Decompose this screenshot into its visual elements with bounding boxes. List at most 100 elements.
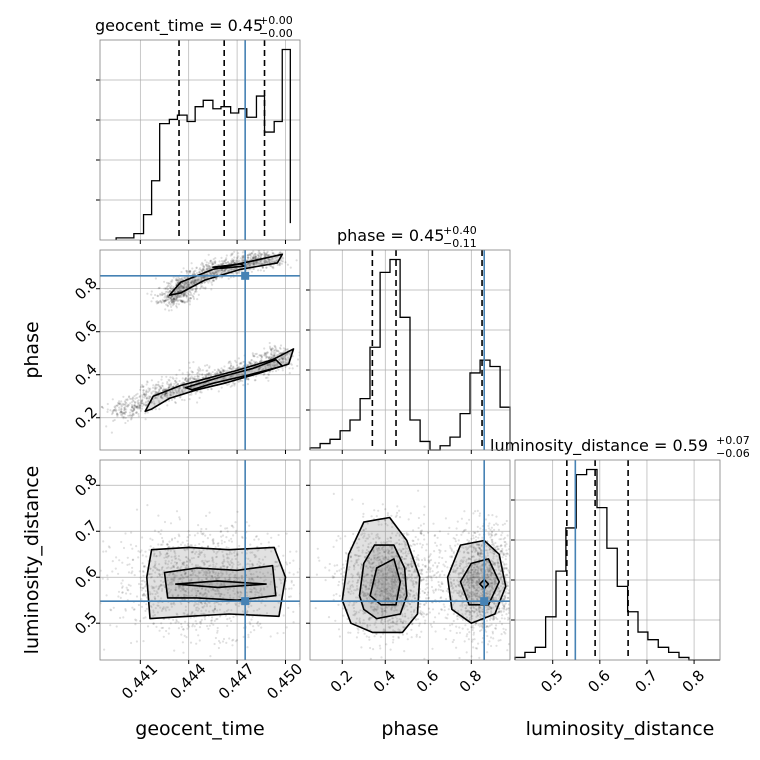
phase-vs-geocent_time-sample-point — [203, 265, 206, 268]
phase-vs-geocent_time-sample-point — [175, 304, 178, 308]
phase-vs-geocent_time-sample-point — [246, 370, 249, 373]
phase-vs-geocent_time-sample-point — [223, 269, 226, 272]
phase-vs-geocent_time-sample-point — [283, 349, 286, 352]
phase-vs-geocent_time-sample-point — [180, 389, 184, 392]
phase-vs-geocent_time-sample-point — [282, 257, 285, 260]
luminosity_distance-vs-phase-sample-point — [317, 556, 320, 559]
phase-vs-geocent_time-sample-point — [179, 284, 182, 288]
phase-vs-geocent_time-sample-point — [139, 404, 142, 407]
phase-vs-geocent_time-sample-point — [266, 254, 269, 257]
phase-vs-geocent_time-sample-point — [248, 362, 251, 365]
phase-vs-geocent_time-sample-point — [172, 297, 175, 300]
luminosity_distance-vs-phase-sample-point — [417, 489, 420, 492]
phase-vs-geocent_time-sample-point — [267, 254, 270, 257]
phase-vs-geocent_time-sample-point — [141, 394, 144, 397]
phase-vs-geocent_time-sample-point — [254, 253, 257, 256]
luminosity_distance-vs-phase-sample-point — [386, 514, 389, 517]
luminosity_distance-vs-geocent_time-sample-point — [187, 530, 190, 533]
phase-vs-geocent_time-sample-point — [279, 361, 282, 364]
luminosity_distance-vs-phase-sample-point — [338, 569, 341, 572]
luminosity_distance-vs-phase-sample-point — [344, 551, 347, 554]
phase-vs-geocent_time-sample-point — [154, 396, 157, 399]
phase-vs-geocent_time-sample-point — [283, 355, 286, 358]
phase-vs-geocent_time-sample-point — [234, 359, 237, 362]
phase-vs-geocent_time-sample-point — [102, 406, 105, 410]
phase-vs-geocent_time-sample-point — [132, 413, 135, 416]
luminosity_distance-vs-phase-sample-point — [392, 635, 395, 638]
phase-vs-geocent_time-sample-point — [191, 287, 194, 291]
phase-vs-geocent_time-sample-point — [284, 353, 287, 356]
phase-vs-geocent_time-sample-point — [252, 360, 255, 363]
phase-vs-geocent_time-sample-point — [141, 398, 144, 401]
phase-vs-geocent_time-sample-point — [265, 363, 268, 366]
luminosity_distance-vs-geocent_time-sample-point — [285, 532, 288, 535]
phase-vs-geocent_time-sample-point — [166, 294, 169, 298]
phase-vs-geocent_time-sample-point — [161, 382, 164, 385]
phase-vs-geocent_time-sample-point — [282, 357, 285, 360]
phase-vs-geocent_time-sample-point — [266, 355, 269, 359]
phase-vs-geocent_time-sample-point — [187, 292, 190, 296]
luminosity_distance-vs-geocent_time-sample-point — [131, 570, 134, 573]
phase-vs-geocent_time-sample-point — [114, 408, 117, 411]
phase-vs-geocent_time-sample-point — [123, 408, 126, 411]
phase-vs-geocent_time-sample-point — [210, 288, 213, 291]
phase-vs-geocent_time-sample-point — [223, 378, 226, 381]
phase-vs-geocent_time-sample-point — [270, 348, 273, 351]
phase-vs-geocent_time-sample-point — [223, 365, 226, 368]
phase-vs-geocent_time-sample-point — [279, 352, 282, 355]
phase-vs-geocent_time-sample-point — [274, 345, 277, 348]
phase-vs-geocent_time-sample-point — [160, 378, 163, 381]
phase-vs-geocent_time-sample-point — [140, 401, 143, 405]
luminosity_distance-vs-geocent_time-sample-point — [148, 548, 151, 552]
luminosity_distance-vs-geocent_time-sample-point — [212, 542, 215, 545]
luminosity_distance-vs-geocent_time-sample-point — [238, 544, 241, 548]
phase-vs-geocent_time-sample-point — [163, 301, 166, 304]
phase-vs-geocent_time-sample-point — [202, 382, 205, 385]
phase-vs-geocent_time-sample-point — [269, 356, 272, 359]
phase-vs-geocent_time-sample-point — [187, 297, 190, 300]
phase-vs-geocent_time-sample-point — [124, 416, 127, 419]
luminosity_distance-vs-geocent_time-sample-point — [217, 639, 221, 643]
luminosity_distance-vs-geocent_time-sample-point — [182, 628, 185, 631]
phase-vs-geocent_time-sample-point — [175, 296, 178, 299]
phase-vs-geocent_time-sample-point — [171, 391, 174, 394]
luminosity_distance-vs-geocent_time-sample-point — [168, 540, 171, 543]
phase-vs-geocent_time-sample-point — [239, 379, 242, 382]
luminosity_distance-vs-geocent_time-sample-point — [226, 530, 229, 533]
phase-vs-geocent_time-sample-point — [146, 411, 149, 414]
phase-vs-geocent_time-sample-point — [275, 349, 279, 352]
phase-vs-geocent_time-sample-point — [168, 390, 171, 393]
phase-vs-geocent_time-sample-point — [288, 367, 291, 370]
phase-vs-geocent_time-sample-point — [230, 268, 233, 271]
luminosity_distance-vs-phase-sample-point — [429, 553, 432, 556]
luminosity_distance-vs-geocent_time-sample-point — [140, 583, 143, 586]
phase-vs-geocent_time-sample-point — [138, 404, 141, 407]
phase-vs-geocent_time-sample-point — [229, 360, 232, 363]
phase-vs-geocent_time-sample-point — [284, 261, 287, 264]
phase-vs-geocent_time-sample-point — [186, 294, 189, 298]
geocent_time-marginal-panel — [96, 39, 301, 244]
phase-vs-geocent_time-sample-point — [187, 380, 190, 383]
phase-vs-geocent_time-sample-point — [182, 381, 185, 384]
phase-vs-geocent_time-sample-point — [170, 398, 174, 402]
phase-vs-geocent_time-sample-point — [165, 375, 168, 378]
luminosity_distance-vs-geocent_time-sample-point — [178, 516, 181, 519]
phase-vs-geocent_time-sample-point — [268, 261, 272, 264]
phase-vs-geocent_time-sample-point — [267, 258, 270, 261]
phase-vs-geocent_time-sample-point — [256, 356, 259, 359]
phase-vs-geocent_time-sample-point — [203, 281, 206, 284]
phase-vs-geocent_time-sample-point — [208, 374, 211, 377]
phase-vs-geocent_time-sample-point — [173, 382, 176, 385]
phase-vs-geocent_time-sample-point — [148, 397, 151, 400]
phase-vs-geocent_time-sample-point — [203, 268, 206, 271]
luminosity_distance-vs-geocent_time-sample-point — [160, 529, 163, 532]
luminosity_distance-vs-geocent_time-sample-point — [230, 540, 233, 543]
phase-vs-geocent_time-sample-point — [175, 279, 178, 282]
phase-vs-geocent_time-sample-point — [267, 366, 270, 369]
phase-vs-geocent_time-sample-point — [158, 388, 161, 391]
luminosity_distance-vs-geocent_time-sample-point — [285, 563, 289, 566]
luminosity_distance-vs-geocent_time-sample-point — [181, 541, 184, 544]
title-luminosity_distance-value: 0.59 — [672, 436, 708, 455]
phase-vs-geocent_time-sample-point — [206, 369, 209, 372]
luminosity_distance-vs-geocent_time-sample-point — [231, 644, 234, 647]
